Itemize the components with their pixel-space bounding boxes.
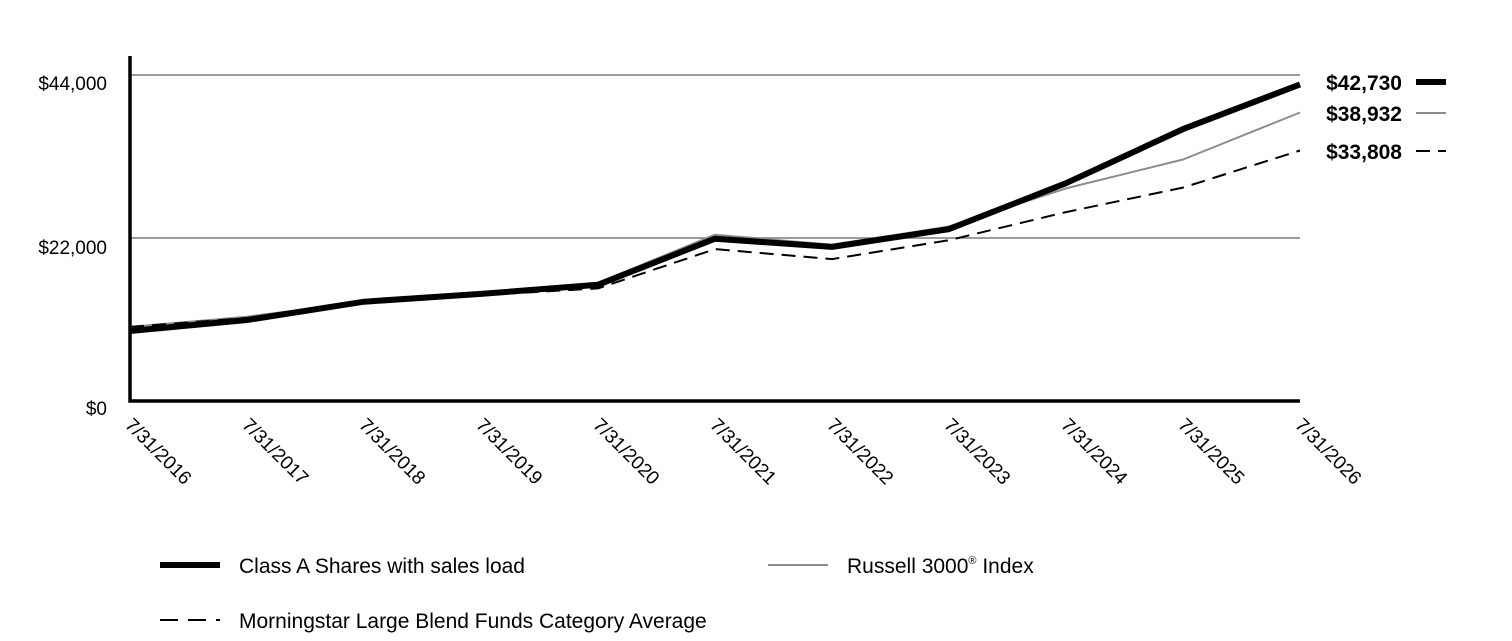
x-tick-label: 7/31/2023 bbox=[939, 415, 1014, 490]
y-tick-label: $0 bbox=[86, 399, 107, 420]
x-tick-label: 7/31/2019 bbox=[471, 415, 546, 490]
series-line-1 bbox=[129, 111, 1301, 328]
x-tick-label: 7/31/2026 bbox=[1290, 415, 1365, 490]
end-value-labels: $42,730 $38,932 $33,808 bbox=[1326, 72, 1446, 164]
end-value-label: $33,808 bbox=[1326, 141, 1402, 164]
legend-label: Morningstar Large Blend Funds Category A… bbox=[239, 610, 707, 633]
legend-label: Russell 3000® Index bbox=[847, 555, 1034, 578]
series-lines bbox=[129, 81, 1302, 334]
y-tick-label: $44,000 bbox=[38, 74, 107, 95]
x-tick-label: 7/31/2018 bbox=[354, 415, 429, 490]
series-line-0 bbox=[129, 81, 1302, 334]
x-tick-labels: 7/31/2016 7/31/2017 7/31/2018 7/31/2019 7/31… bbox=[120, 415, 1365, 490]
x-tick-label: 7/31/2024 bbox=[1056, 415, 1131, 490]
axes bbox=[128, 56, 1300, 403]
x-tick-label: 7/31/2016 bbox=[120, 415, 195, 490]
x-tick-label: 7/31/2025 bbox=[1173, 415, 1248, 490]
end-value-label: $38,932 bbox=[1326, 103, 1402, 126]
end-value-label: $42,730 bbox=[1326, 72, 1402, 95]
legend-label: Class A Shares with sales load bbox=[239, 555, 525, 578]
x-tick-label: 7/31/2021 bbox=[705, 415, 780, 490]
x-tick-label: 7/31/2022 bbox=[822, 415, 897, 490]
x-tick-label: 7/31/2017 bbox=[237, 415, 312, 490]
legend: Class A Shares with sales load Russell 30… bbox=[160, 555, 1034, 633]
y-tick-label: $22,000 bbox=[38, 238, 107, 259]
y-tick-labels: $0 $22,000 $44,000 bbox=[38, 74, 107, 420]
x-tick-label: 7/31/2020 bbox=[588, 415, 663, 490]
